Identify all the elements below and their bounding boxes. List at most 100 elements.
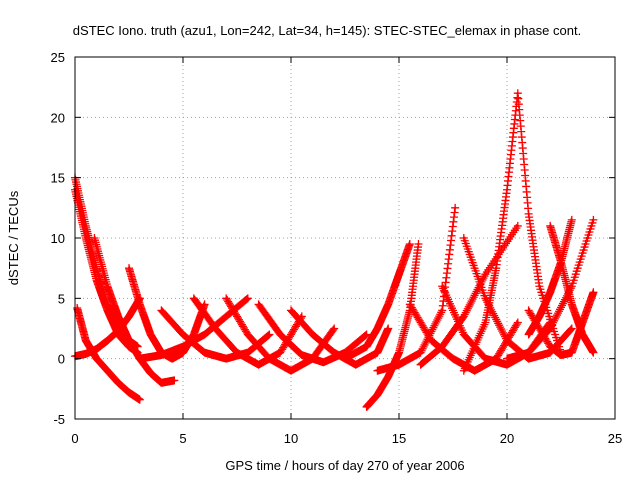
data-point (149, 333, 152, 336)
data-point (289, 369, 293, 372)
data-point (527, 351, 530, 354)
data-point (84, 352, 88, 356)
x-tick-label: 0 (71, 431, 78, 446)
data-point (376, 393, 379, 397)
data-point (279, 333, 282, 336)
data-point (225, 297, 228, 300)
data-point (203, 333, 206, 336)
data-point (106, 339, 109, 342)
data-point (365, 345, 368, 348)
data-point (505, 339, 509, 342)
data-point (527, 309, 530, 312)
data-point (441, 309, 444, 312)
data-point (387, 375, 390, 378)
data-point (462, 236, 465, 240)
data-point (171, 357, 174, 360)
data-series (189, 294, 306, 369)
data-point (289, 309, 293, 312)
data-series (373, 203, 460, 375)
data-point (75, 306, 79, 310)
data-point (549, 224, 552, 228)
data-point (419, 351, 422, 354)
data-point (495, 266, 498, 270)
data-point (484, 273, 487, 276)
data-point (203, 351, 206, 354)
data-point (138, 398, 141, 401)
data-point (149, 371, 152, 375)
data-point (127, 266, 131, 270)
data-point (397, 273, 401, 276)
data-point (505, 363, 509, 366)
data-point (570, 327, 573, 330)
data-point (127, 339, 131, 342)
data-point (246, 297, 249, 300)
x-tick-label: 20 (500, 431, 514, 446)
data-point (570, 218, 573, 222)
data-point (300, 315, 303, 318)
data-point (408, 303, 411, 306)
data-point (549, 345, 552, 348)
data-point (376, 351, 379, 354)
data-point (451, 357, 455, 360)
data-point (181, 351, 185, 354)
data-point (484, 321, 487, 324)
data-point (322, 361, 325, 364)
y-tick-label: 0 (58, 352, 65, 367)
data-point (462, 315, 465, 318)
data-point (192, 297, 195, 300)
data-point (484, 297, 487, 300)
data-point (484, 357, 487, 360)
data-point (311, 333, 314, 336)
data-point (84, 236, 88, 240)
x-tick-label: 10 (284, 431, 298, 446)
data-point (93, 236, 96, 240)
data-point (527, 333, 530, 336)
data-series (341, 240, 414, 363)
data-point (257, 303, 260, 306)
data-point (333, 351, 336, 354)
data-point (106, 285, 109, 288)
data-point (214, 327, 217, 330)
data-point (417, 242, 420, 246)
y-tick-label: 25 (51, 50, 65, 65)
data-series (524, 215, 576, 339)
data-point (138, 303, 141, 306)
data-point (527, 212, 530, 216)
data-point (376, 327, 379, 330)
data-series (546, 221, 598, 357)
data-point (160, 353, 163, 357)
x-tick-label: 15 (392, 431, 406, 446)
data-point (549, 351, 552, 354)
data-point (549, 327, 552, 330)
data-point (397, 363, 401, 366)
data-point (106, 309, 109, 312)
data-point (538, 285, 541, 288)
y-tick-label: 15 (51, 171, 65, 186)
data-point (225, 357, 228, 360)
data-point (397, 351, 401, 354)
data-point (181, 333, 185, 336)
ticks-layer: 0 5 10 15 20 25 -5 0 5 10 15 20 25 (51, 50, 623, 446)
data-point (365, 333, 368, 336)
data-point (592, 218, 595, 222)
data-point (354, 363, 357, 366)
data-point (516, 224, 519, 228)
data-point (95, 279, 98, 282)
data-point (117, 381, 120, 384)
x-axis-label: GPS time / hours of day 270 of year 2006 (225, 458, 464, 473)
data-point (549, 291, 552, 294)
y-tick-label: 20 (51, 110, 65, 125)
y-axis-label: dSTEC / TECUs (6, 190, 21, 285)
y-tick-label: -5 (53, 412, 65, 427)
data-point (127, 315, 131, 318)
data-point (570, 351, 573, 354)
x-tick-label: 5 (179, 431, 186, 446)
data-point (343, 357, 347, 360)
data-point (419, 363, 422, 366)
data-point (117, 329, 120, 333)
data-point (592, 351, 595, 354)
data-point (343, 351, 347, 354)
data-point (462, 369, 465, 372)
data-point (441, 285, 444, 288)
